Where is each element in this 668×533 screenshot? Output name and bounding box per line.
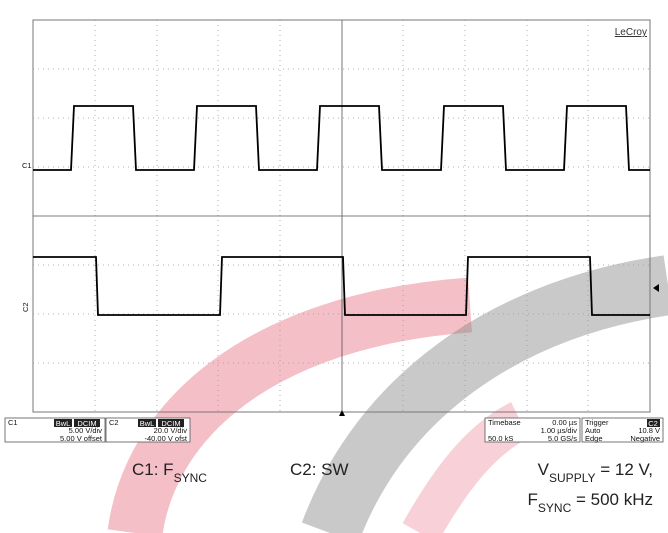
panel-line: 50.0 kS (488, 434, 513, 443)
waveform-c1 (33, 105, 650, 171)
panel-line: Auto (585, 426, 600, 435)
panel-line: 20.0 V/div (154, 426, 188, 435)
caption-sub: SUPPLY (549, 471, 595, 485)
panel-c1: C1 BwL DCIM 5.00 V/div 5.00 V offset (4, 417, 106, 443)
caption-text: = 12 V, (595, 460, 653, 479)
caption: VSUPPLY = 12 V, (538, 460, 653, 485)
panel-line: -40.00 V ofst (144, 434, 187, 443)
panel-line: 1.00 µs/div (541, 426, 578, 435)
caption: FSYNC = 500 kHz (528, 490, 653, 515)
caption-sub: SYNC (174, 471, 208, 485)
time-marker (339, 410, 345, 416)
panel-line: 10.8 V (638, 426, 660, 435)
caption: C2: SW (290, 460, 349, 479)
tag: BwL (140, 419, 155, 428)
panel-line: 5.00 V/div (69, 426, 103, 435)
tag: DCIM (161, 419, 180, 428)
trace-label: C1 (22, 161, 32, 170)
watermark-arc (301, 255, 668, 533)
caption-sub: SYNC (538, 501, 572, 515)
panel-c2: C2 BwL DCIM 20.0 V/div -40.00 V ofst (105, 417, 191, 443)
tag: DCIM (77, 419, 96, 428)
brand: LeCroy (615, 27, 647, 38)
caption-text: F (528, 490, 538, 509)
panel-line: 5.0 GS/s (548, 434, 577, 443)
panel-timebase: Timebase 0.00 µs 1.00 µs/div 50.0 kS 5.0… (484, 417, 581, 443)
panel-name: C1 (8, 418, 18, 427)
caption-text: = 500 kHz (571, 490, 653, 509)
caption: C1: FSYNC (132, 460, 207, 485)
trigger-marker (653, 284, 659, 292)
tag: C2 (648, 419, 658, 428)
tag: BwL (56, 419, 71, 428)
panel-line: Negative (630, 434, 660, 443)
panel-line: 0.00 µs (552, 418, 577, 427)
panel-name: C2 (109, 418, 119, 427)
panel-line: Edge (585, 434, 603, 443)
waveform-c2 (33, 256, 650, 316)
panel-trigger: Trigger C2 Auto 10.8 V Edge Negative (581, 417, 664, 443)
caption-text: V (538, 460, 550, 479)
panel-line: 5.00 V offset (60, 434, 103, 443)
panel-name: Timebase (488, 418, 521, 427)
caption-text: C1: F (132, 460, 174, 479)
panel-name: Trigger (585, 418, 609, 427)
trace-label: C2 (21, 302, 30, 312)
